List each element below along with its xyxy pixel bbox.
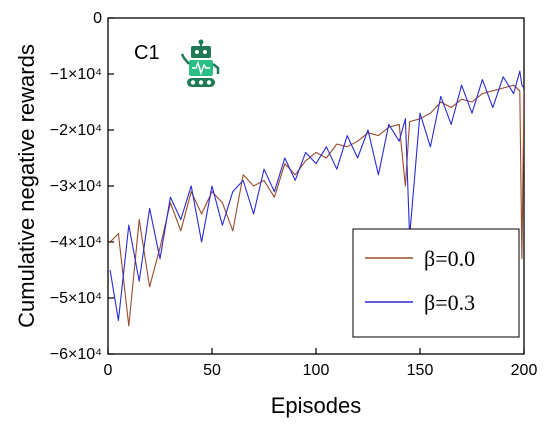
series-line-0 [109, 84, 524, 327]
panel-label: C1 [134, 42, 160, 64]
y-tick-label: −2×10⁴ [50, 122, 102, 139]
x-tick-label: 200 [511, 362, 538, 379]
robot-icon [180, 39, 220, 87]
y-tick-label: −4×10⁴ [50, 234, 102, 251]
y-axis-title: Cumulative negative rewards [14, 44, 39, 328]
y-tick-label: −1×10⁴ [50, 66, 102, 83]
x-tick-label: 150 [407, 362, 434, 379]
y-tick-label: 0 [93, 10, 102, 27]
series-line-1 [109, 70, 524, 321]
y-tick-label: −5×10⁴ [50, 290, 102, 307]
series-layer [109, 70, 524, 327]
x-tick-label: 0 [104, 362, 113, 379]
y-axis: 0 −1×10⁴ −2×10⁴ −3×10⁴ −4×10⁴ −5×10⁴ −6×10⁴ [50, 10, 114, 363]
x-tick-label: 50 [203, 362, 221, 379]
y-tick-label: −3×10⁴ [50, 178, 102, 195]
legend-label-beta-3: β=0.3 [424, 290, 475, 315]
legend-box [352, 228, 520, 338]
legend: β=0.0 β=0.3 [352, 228, 520, 338]
x-axis: 0 50 100 150 200 [104, 348, 538, 379]
legend-label-beta-0: β=0.0 [424, 246, 475, 271]
y-tick-label: −6×10⁴ [50, 346, 102, 363]
x-axis-title: Episodes [271, 393, 362, 418]
x-tick-label: 100 [303, 362, 330, 379]
